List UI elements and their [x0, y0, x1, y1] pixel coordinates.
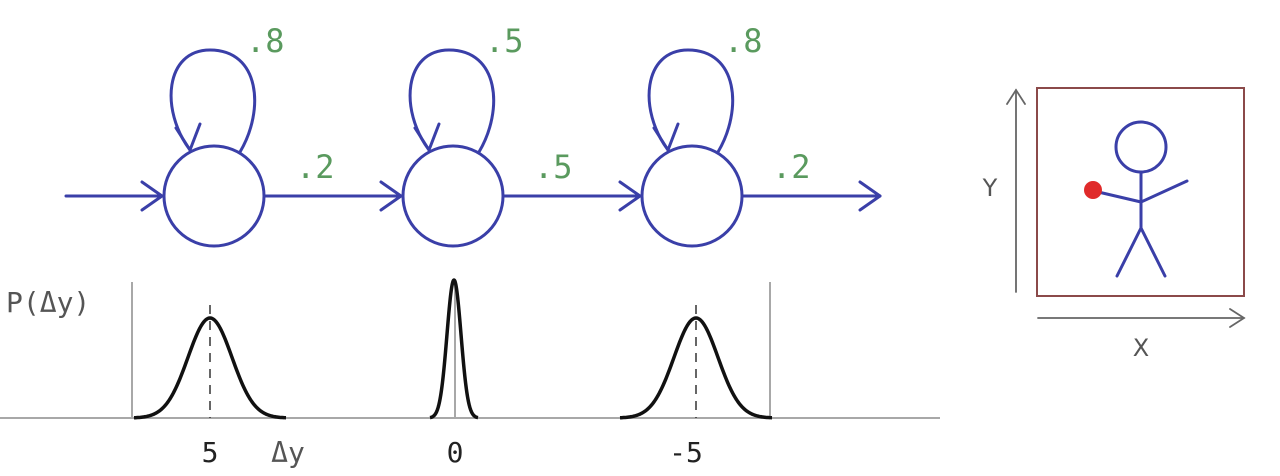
state-2-self-loop	[408, 48, 496, 154]
state-2-out-prob: .5	[534, 148, 573, 186]
stick-figure-head	[1114, 120, 1168, 174]
density-2-curve	[428, 278, 480, 420]
state-1-self-loop-arrowhead	[174, 122, 202, 152]
exit-arrow	[740, 180, 882, 212]
inset-panel: Y X	[982, 87, 1246, 362]
density-ylabel: P(Δy)	[6, 286, 90, 319]
state-3-self-prob: .8	[724, 22, 763, 60]
density-3-mean-label: -5	[669, 436, 703, 469]
inset-y-arrowhead	[1006, 88, 1026, 105]
density-1-mean-label: 5	[202, 436, 219, 469]
stick-figure	[1092, 120, 1189, 278]
hmm-state-2	[401, 48, 505, 248]
inset-y-label: Y	[982, 174, 998, 202]
inset-frame	[1036, 87, 1245, 297]
state-2-self-loop-arrowhead	[413, 122, 441, 152]
density-curve-1	[133, 305, 287, 420]
density-1-curve	[133, 316, 287, 420]
transition-arrow-1-2	[262, 180, 403, 212]
hmm-state-3	[640, 48, 744, 248]
density-curve-2	[428, 278, 480, 420]
state-3-self-loop	[647, 48, 735, 154]
stick-figure-left-leg	[1115, 226, 1143, 278]
hmm-state-1	[162, 48, 266, 248]
hand-marker	[1084, 181, 1102, 199]
stick-figure-left-arm	[1092, 189, 1143, 204]
density-axes	[0, 282, 940, 419]
inset-x-arrowhead	[1229, 308, 1246, 328]
stick-figure-right-arm	[1139, 179, 1189, 204]
density-xlabel: Δy	[271, 436, 305, 469]
entry-arrow	[64, 180, 164, 212]
state-2-node	[401, 144, 505, 248]
transition-arrow-2-3	[501, 180, 642, 212]
state-1-out-prob: .2	[296, 148, 335, 186]
density-3-curve	[619, 316, 773, 420]
state-2-self-prob: .5	[485, 22, 524, 60]
state-1-self-prob: .8	[246, 22, 285, 60]
state-3-out-prob: .2	[772, 148, 811, 186]
density-curve-3	[619, 305, 773, 420]
state-1-node	[162, 144, 266, 248]
state-1-self-loop	[169, 48, 257, 154]
stick-figure-right-leg	[1139, 226, 1167, 278]
state-3-node	[640, 144, 744, 248]
state-3-self-loop-arrowhead	[652, 122, 680, 152]
density-2-mean-label: 0	[447, 436, 464, 469]
inset-x-label: X	[1133, 334, 1149, 362]
